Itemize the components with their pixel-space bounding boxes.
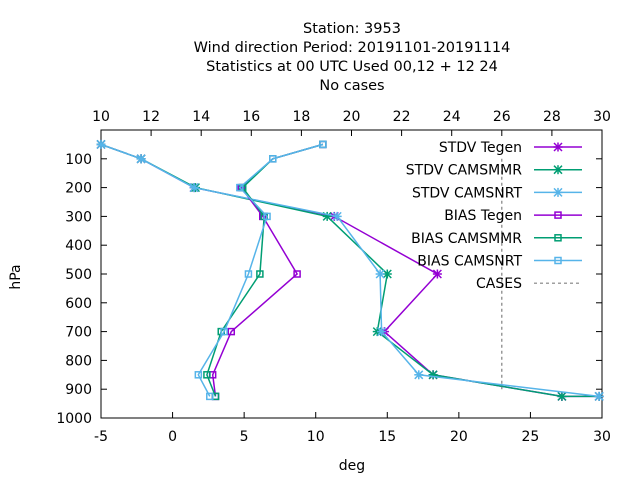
y-tick-label: 800 [65,353,92,369]
legend-marker [554,256,562,265]
legend-marker [554,211,562,219]
legend-label: BIAS CAMSNRT [417,254,522,270]
series-4 [203,140,327,401]
data-point [189,183,199,193]
data-point [206,392,214,401]
series-line [100,143,600,398]
data-point [136,154,146,164]
data-point [293,270,301,278]
y-tick-label: 700 [65,325,92,341]
x-tick-label: 15 [378,429,396,445]
data-point [332,211,342,221]
data-point [594,391,604,401]
series-line [206,143,324,397]
x2-tick-label: 26 [493,109,511,125]
chart-title: Station: 3953 Wind direction Period: 201… [194,21,511,94]
y-tick-label: 100 [65,152,92,168]
legend-marker [553,165,563,175]
legend-marker [554,234,562,242]
series-2 [96,139,604,401]
data-point [236,183,244,192]
series-3 [208,140,327,401]
title-line-2: Wind direction Period: 20191101-20191114 [194,40,511,56]
data-point [256,270,264,278]
title-line-3: Statistics at 00 UTC Used 00,12 + 12 24 [206,59,498,75]
y-tick-label: 900 [65,382,92,398]
x2-tick-label: 20 [343,109,361,125]
x2-tick-label: 14 [192,109,210,125]
series-5 [194,140,327,401]
legend-label: STDV CAMSNRT [412,185,523,201]
x-tick-label: 5 [240,429,249,445]
y-axis-label: hPa [8,264,24,289]
x-axis-top: 10 12 14 16 18 20 22 24 26 28 30 [92,109,611,136]
x2-tick-label: 28 [543,109,561,125]
series-line [100,143,600,398]
x2-tick-label: 12 [142,109,160,125]
data-point [377,327,387,337]
data-point [269,155,277,163]
legend-label: STDV CAMSMMR [406,163,522,179]
plot-frame [100,129,603,419]
x2-tick-label: 10 [92,109,110,125]
data-point [227,327,236,336]
x-tick-label: 20 [450,429,468,445]
data-point [414,370,424,380]
legend-marker [553,187,563,197]
legend-label: CASES [476,276,522,292]
y-tick-label: 1000 [56,411,92,427]
series-0 [96,139,604,401]
x-axis-label: deg [339,458,365,474]
x2-tick-label: 16 [242,109,260,125]
series-line [197,143,324,397]
x2-tick-label: 18 [292,109,310,125]
title-line-1: Station: 3953 [303,21,401,37]
data-point [244,270,253,278]
legend-marker [553,142,563,152]
x-tick-label: 0 [168,429,177,445]
x-tick-label: 30 [593,429,611,445]
data-point [319,140,327,149]
data-point [432,269,442,279]
series-line [100,143,600,398]
x-tick-label: 10 [307,429,325,445]
data-point [220,327,228,336]
data-point [96,139,106,149]
x2-tick-label: 22 [393,109,411,125]
y-tick-label: 500 [65,267,92,283]
series-1 [96,139,604,401]
y-tick-label: 300 [65,209,92,225]
series-group [96,139,604,401]
legend-label: STDV Tegen [439,140,522,156]
data-point [194,371,203,379]
y-axis-left: 100 200 300 400 500 600 700 800 900 1000 [56,152,602,427]
x-axis-bottom: -5 0 5 10 15 20 25 30 [94,412,611,445]
title-line-4: No cases [319,78,384,94]
x-tick-label: 25 [522,429,540,445]
x2-tick-label: 24 [443,109,461,125]
series-line [211,143,324,397]
legend-label: BIAS CAMSMMR [411,231,522,247]
y-tick-label: 600 [65,296,92,312]
y-tick-label: 200 [65,181,92,197]
data-point [375,269,385,279]
legend: STDV Tegen STDV CAMSMMR STDV CAMSNRT BIAS T… [406,140,582,292]
x-tick-label: -5 [94,429,108,445]
legend-label: BIAS Tegen [444,208,522,224]
y-tick-label: 400 [65,238,92,254]
data-point [557,391,567,401]
data-point [203,371,211,379]
data-point [428,370,438,380]
data-point [263,212,271,221]
data-point [382,269,392,279]
x2-tick-label: 30 [593,109,611,125]
